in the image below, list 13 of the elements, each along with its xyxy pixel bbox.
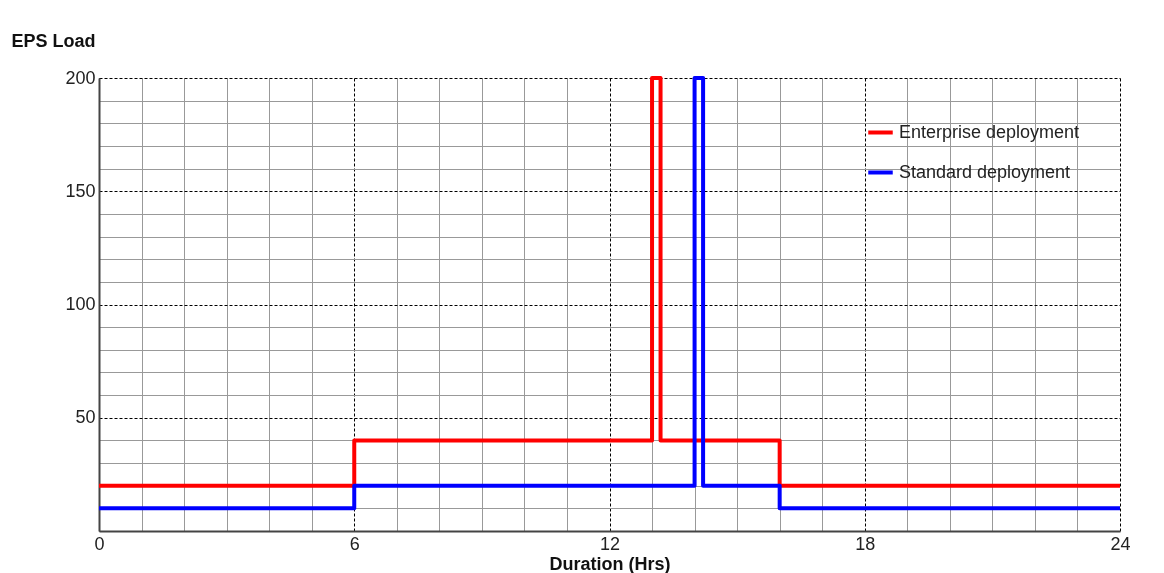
legend-label: Standard deployment [899, 161, 1071, 182]
y-tick-label: 50 [75, 407, 96, 428]
y-axis-title: EPS Load [11, 30, 96, 51]
y-tick-label: 100 [65, 294, 96, 314]
x-axis-title: Duration (Hrs) [549, 553, 671, 573]
x-tick-label: 24 [1110, 533, 1131, 554]
legend-label: Enterprise deployment [899, 121, 1080, 142]
y-tick-label: 200 [65, 67, 96, 88]
y-tick-label: 150 [65, 180, 96, 201]
x-tick-label: 12 [599, 533, 621, 554]
x-tick-label: 6 [349, 533, 360, 554]
x-tick-label: 18 [855, 533, 876, 554]
x-tick-label: 0 [94, 533, 105, 554]
